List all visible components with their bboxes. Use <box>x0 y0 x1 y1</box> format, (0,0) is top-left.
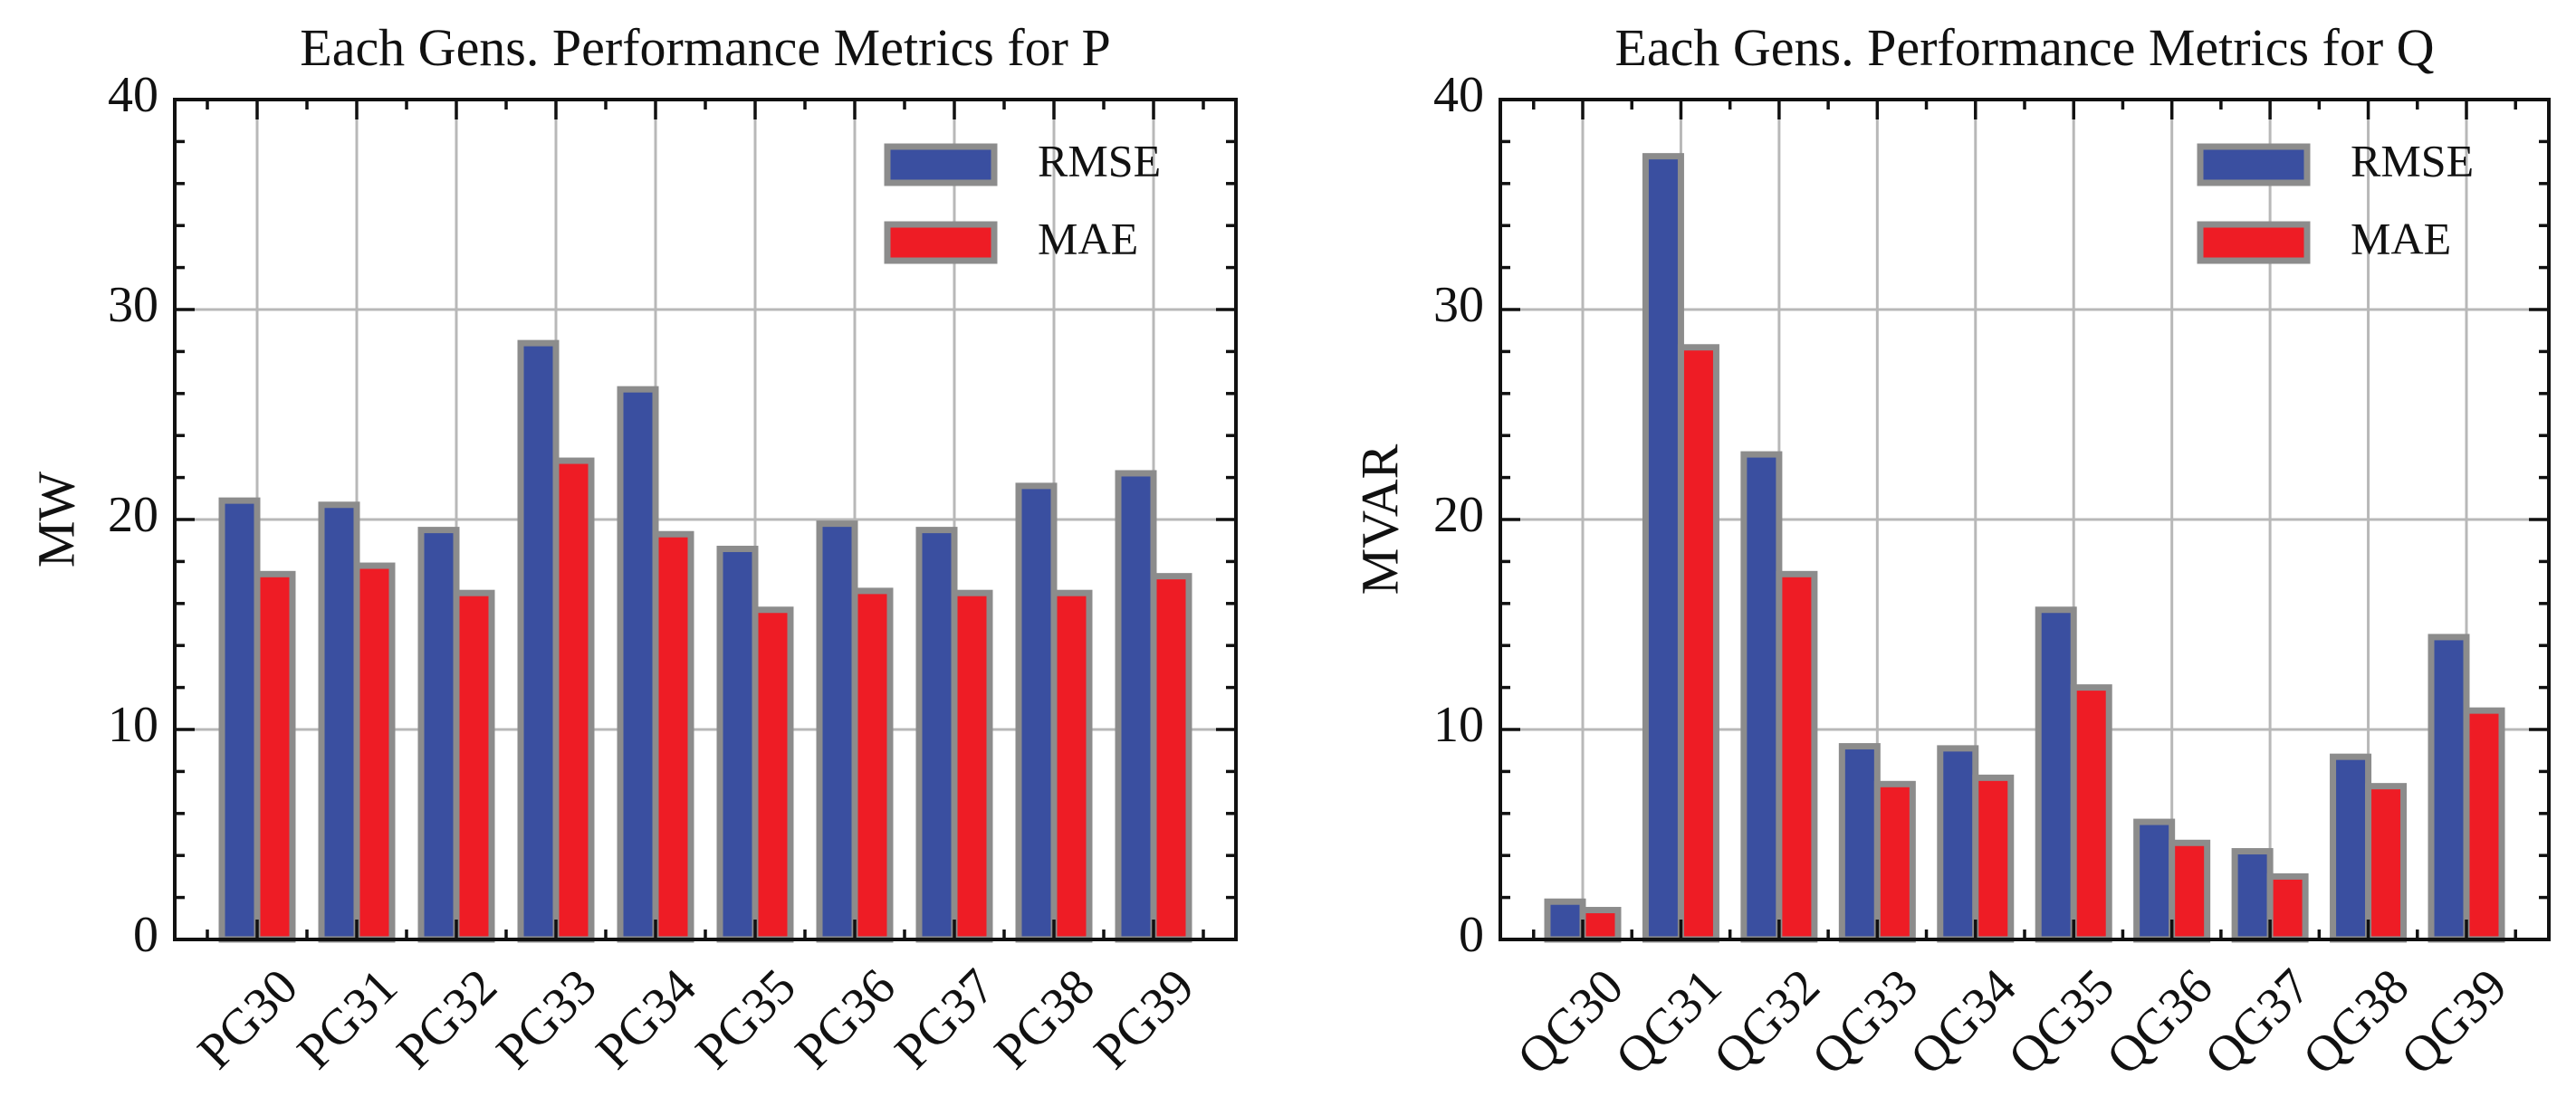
y-tick-label: 40 <box>1433 67 1484 123</box>
bar-rmse-pg31 <box>318 501 360 943</box>
bar-rmse-qg36 <box>2133 818 2176 943</box>
x-tick-label: QG38 <box>2293 958 2420 1086</box>
bar-mae-qg31 <box>1677 344 1719 943</box>
y-tick-label: 0 <box>1459 907 1484 963</box>
bar-mae-pg33 <box>552 457 595 943</box>
bar-mae-pg31 <box>353 562 396 943</box>
x-tick-label: QG31 <box>1605 958 1733 1086</box>
x-tick-label: QG33 <box>1802 958 1930 1086</box>
x-tick-label: QG39 <box>2390 958 2518 1086</box>
legend-swatch-rmse <box>2197 143 2311 186</box>
bar-mae-qg35 <box>2070 684 2112 943</box>
legend-label-rmse: RMSE <box>1038 135 1161 186</box>
y-tick-label: 40 <box>108 67 158 123</box>
y-tick-label: 30 <box>1433 277 1484 333</box>
bar-rmse-pg38 <box>1015 482 1058 943</box>
bar-rmse-pg35 <box>716 545 759 943</box>
legend-swatch-rmse <box>884 143 998 186</box>
bar-rmse-qg31 <box>1642 153 1684 943</box>
chart-panel-q: Each Gens. Performance Metrics for Q MVAR… <box>1350 18 2551 1086</box>
x-tick-label: PG33 <box>486 958 608 1080</box>
bar-rmse-qg35 <box>2035 606 2077 943</box>
y-tick-label: 20 <box>1433 487 1484 543</box>
x-tick-label: QG32 <box>1703 958 1831 1086</box>
bar-mae-pg36 <box>851 587 894 943</box>
x-tick-label: PG31 <box>287 958 408 1080</box>
x-tick-label: QG37 <box>2194 958 2322 1086</box>
bar-rmse-pg32 <box>417 527 460 943</box>
bar-rmse-qg30 <box>1544 898 1586 943</box>
axes-frame <box>1499 98 2551 941</box>
legend-swatch-mae <box>2197 221 2311 264</box>
x-tick-label: PG30 <box>187 958 309 1080</box>
bar-mae-qg33 <box>1873 780 1916 943</box>
x-tick-label: PG38 <box>984 958 1106 1080</box>
x-tick-label: QG34 <box>1900 958 2027 1086</box>
x-tick-label: PG39 <box>1084 958 1205 1080</box>
bar-rmse-qg38 <box>2330 753 2372 943</box>
chart-title: Each Gens. Performance Metrics for P <box>300 18 1110 77</box>
y-tick-label: 0 <box>133 907 158 963</box>
axes-frame <box>173 98 1238 941</box>
bar-mae-pg39 <box>1150 573 1192 943</box>
bar-rmse-pg34 <box>617 386 659 943</box>
x-tick-label: PG32 <box>387 958 508 1080</box>
x-tick-label: PG34 <box>586 958 707 1080</box>
bar-rmse-pg39 <box>1115 470 1157 943</box>
x-tick-label: QG36 <box>2096 958 2224 1086</box>
chart-title: Each Gens. Performance Metrics for Q <box>1614 18 2434 77</box>
bar-rmse-qg34 <box>1937 745 1979 943</box>
bar-mae-qg36 <box>2169 839 2211 943</box>
bar-rmse-qg33 <box>1838 743 1881 943</box>
bar-rmse-pg37 <box>915 527 958 943</box>
y-tick-label: 20 <box>108 487 158 543</box>
y-tick-label: 30 <box>108 277 158 333</box>
bar-mae-qg30 <box>1579 907 1622 943</box>
x-tick-label: PG37 <box>885 958 1006 1080</box>
bar-mae-pg34 <box>652 530 694 943</box>
legend-label-mae: MAE <box>2351 213 2451 263</box>
bar-mae-qg37 <box>2266 872 2309 943</box>
legend-swatch-mae <box>884 221 998 264</box>
x-tick-label: QG30 <box>1507 958 1634 1086</box>
bar-mae-qg34 <box>1972 774 2015 943</box>
bar-mae-pg30 <box>254 570 296 943</box>
bar-mae-pg38 <box>1050 589 1093 943</box>
y-axis-label: MVAR <box>1350 443 1409 595</box>
bar-rmse-qg39 <box>2428 634 2470 943</box>
y-tick-label: 10 <box>1433 697 1484 753</box>
bar-mae-pg35 <box>752 606 794 943</box>
bar-rmse-qg37 <box>2231 848 2274 943</box>
legend-label-mae: MAE <box>1038 213 1138 263</box>
bar-mae-qg32 <box>1776 570 1818 943</box>
bar-mae-qg39 <box>2463 707 2505 943</box>
bar-rmse-qg32 <box>1740 451 1783 943</box>
bar-rmse-pg36 <box>816 520 858 943</box>
x-tick-label: PG36 <box>785 958 906 1080</box>
bar-mae-pg32 <box>453 589 495 943</box>
chart-panel-p: Each Gens. Performance Metrics for P MW 0 1… <box>26 18 1238 1080</box>
bar-mae-qg38 <box>2365 783 2408 943</box>
x-tick-label: PG35 <box>685 958 807 1080</box>
y-axis-label: MW <box>26 472 85 568</box>
y-tick-label: 10 <box>108 697 158 753</box>
bar-mae-pg37 <box>951 589 993 943</box>
bar-rmse-pg33 <box>517 339 560 943</box>
bar-rmse-pg30 <box>218 497 261 943</box>
legend-label-rmse: RMSE <box>2351 135 2474 186</box>
x-tick-label: QG35 <box>1997 958 2125 1086</box>
